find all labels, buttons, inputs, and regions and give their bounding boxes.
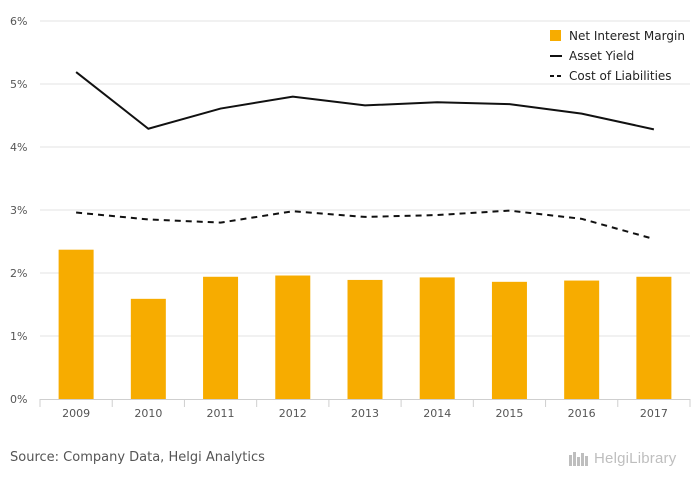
cost-of-liabilities-line (76, 209, 655, 240)
bar (58, 249, 94, 399)
y-tick-label: 6% (10, 15, 27, 28)
x-tick-label: 2014 (423, 407, 451, 420)
x-tick-label: 2015 (495, 407, 523, 420)
legend-label: Net Interest Margin (569, 29, 685, 43)
x-tick-label: 2009 (62, 407, 90, 420)
y-tick-label: 1% (10, 330, 27, 343)
logo-text: HelgiLibrary (594, 449, 677, 467)
legend-label: Cost of Liabilities (569, 69, 672, 83)
y-tick-label: 3% (10, 204, 27, 217)
x-tick-label: 2012 (279, 407, 307, 420)
legend-label: Asset Yield (569, 49, 634, 63)
y-tick-label: 2% (10, 267, 27, 280)
bar (419, 277, 455, 399)
bar (275, 275, 311, 399)
bar (491, 281, 527, 399)
bar (130, 298, 166, 399)
y-tick-label: 0% (10, 393, 27, 406)
chart: 0% 1% 2% 3% 4% 5% 6% 2009 2010 2011 2012 2013 2014 20… (10, 15, 691, 420)
bar (347, 279, 383, 399)
x-tick-label: 2017 (640, 407, 668, 420)
asset-yield-line (75, 71, 655, 131)
x-tick-label: 2013 (351, 407, 379, 420)
library-icon (569, 452, 588, 466)
x-tick-label: 2010 (134, 407, 162, 420)
x-tick-label: 2011 (207, 407, 235, 420)
bar (203, 276, 239, 399)
y-tick-label: 4% (10, 141, 27, 154)
bar (564, 280, 600, 399)
x-tick-label: 2016 (568, 407, 596, 420)
bar (636, 276, 672, 399)
source-note: Source: Company Data, Helgi Analytics (10, 450, 265, 465)
helgi-library-logo: HelgiLibrary (568, 449, 676, 467)
legend-swatch (550, 30, 561, 41)
y-tick-label: 5% (10, 78, 27, 91)
